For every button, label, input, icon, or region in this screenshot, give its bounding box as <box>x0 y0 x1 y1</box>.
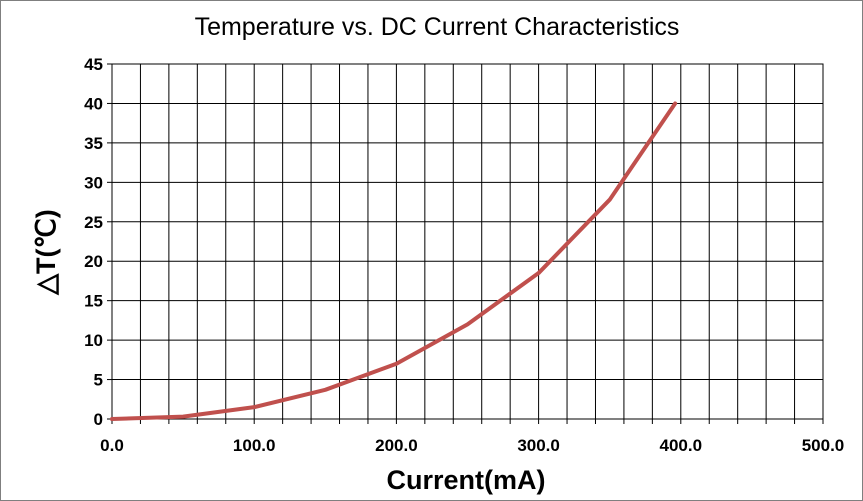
y-tick-label: 15 <box>84 292 103 311</box>
y-tick-label: 10 <box>84 331 103 350</box>
y-tick-label: 30 <box>84 173 103 192</box>
y-tick-label: 0 <box>94 410 103 429</box>
x-axis-ticks: 0.0 100.0 200.0 300.0 400.0 500.0 <box>100 419 844 455</box>
chart-title: Temperature vs. DC Current Characteristi… <box>195 13 680 41</box>
y-tick-label: 45 <box>84 55 103 74</box>
x-axis-label: Current(mA) <box>387 465 546 495</box>
series-layer <box>110 101 678 421</box>
x-tick-label: 300.0 <box>517 436 560 455</box>
series-line <box>110 101 678 421</box>
plot-area-border <box>111 63 824 420</box>
y-tick-label: 35 <box>84 134 103 153</box>
x-tick-label: 200.0 <box>375 436 418 455</box>
y-axis-label: △T(℃) <box>31 209 61 296</box>
grid-lines <box>112 64 823 419</box>
y-tick-label: 25 <box>84 213 103 232</box>
x-tick-label: 500.0 <box>802 436 845 455</box>
x-tick-label: 0.0 <box>100 436 124 455</box>
x-tick-label: 100.0 <box>233 436 276 455</box>
y-axis-ticks: 0 5 10 15 20 25 30 35 40 45 <box>84 55 112 429</box>
y-tick-label: 20 <box>84 252 103 271</box>
y-tick-label: 5 <box>94 371 103 390</box>
x-tick-label: 400.0 <box>660 436 703 455</box>
y-tick-label: 40 <box>84 94 103 113</box>
